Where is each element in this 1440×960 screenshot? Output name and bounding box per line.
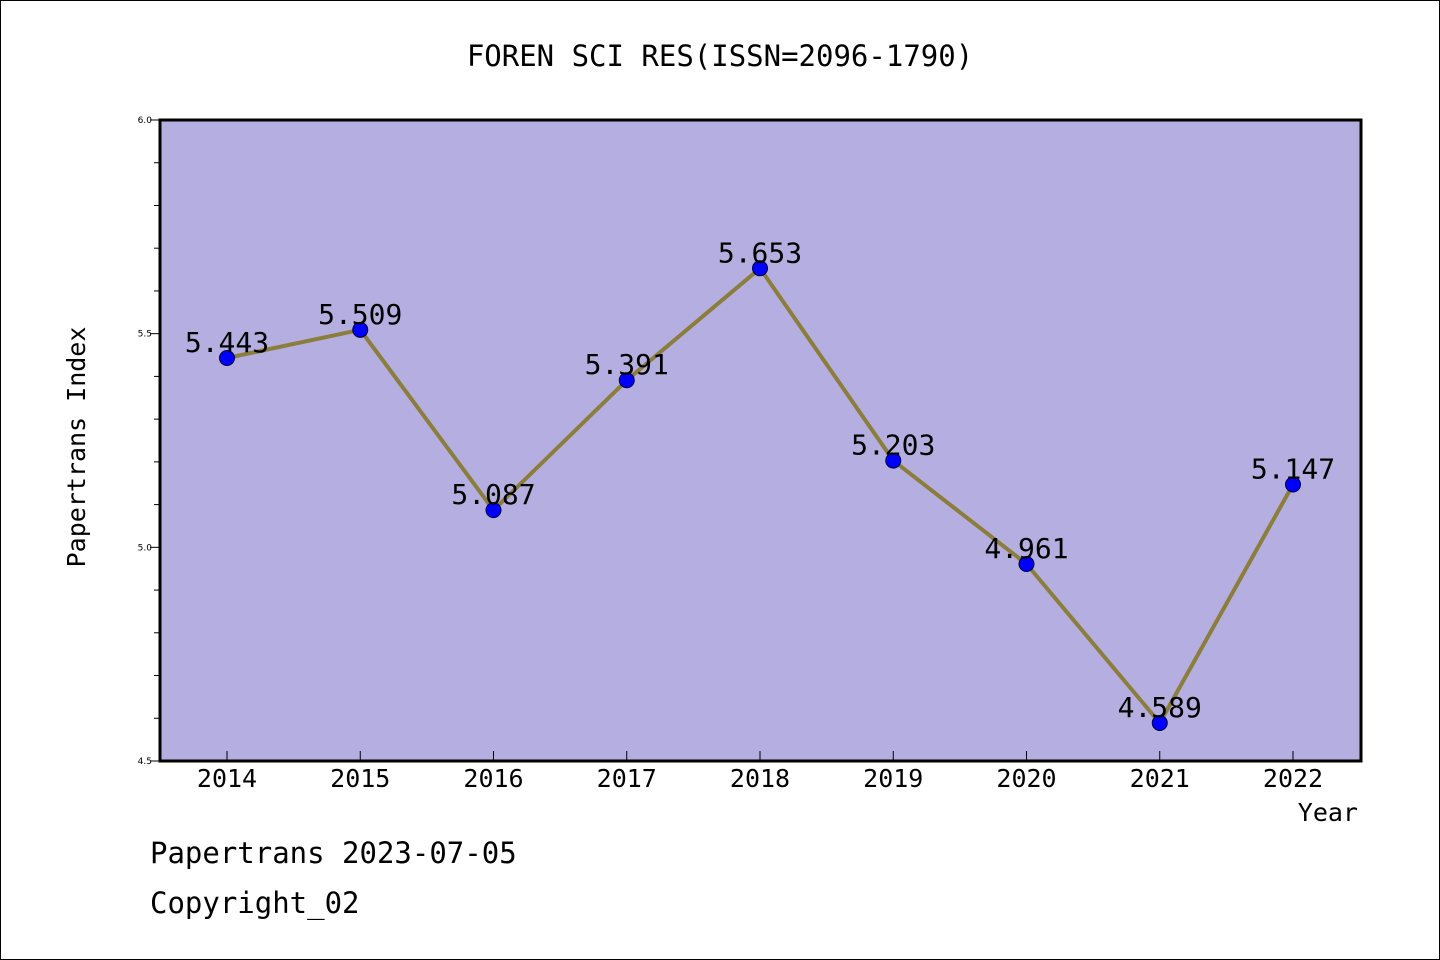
y-tick-label: 5.5 (138, 330, 152, 340)
y-tick-label: 6.0 (138, 116, 153, 126)
markers-group (219, 260, 1301, 731)
x-tick-label: 2017 (597, 764, 657, 793)
x-tick-label: 2021 (1130, 764, 1190, 793)
data-point-marker (885, 452, 902, 469)
plot-border (158, 118, 1363, 763)
x-tick-label: 2020 (996, 764, 1056, 793)
data-point-marker (1151, 714, 1168, 731)
data-point-marker (752, 260, 768, 277)
data-label: 4.589 (1118, 691, 1202, 724)
x-axis: 2014 2015 2016 2017 2018 2019 2020 2021 2022 (197, 751, 1323, 793)
data-label: 5.443 (185, 326, 269, 359)
plot-area (160, 120, 1361, 761)
x-tick-label: 2018 (730, 764, 790, 793)
data-label: 5.653 (718, 236, 802, 269)
chart-title: FOREN SCI RES(ISSN=2096-1790) (467, 39, 973, 73)
data-point-marker (1285, 476, 1301, 493)
y-axis-title: Papertrans Index (62, 327, 91, 568)
y-tick-label: 5.0 (138, 543, 153, 553)
data-point-marker (485, 502, 502, 519)
data-label: 5.203 (851, 429, 935, 462)
data-point-marker (219, 350, 235, 367)
data-point-marker (352, 321, 369, 338)
data-label: 4.961 (984, 532, 1068, 565)
x-axis-title: Year (1298, 798, 1358, 827)
data-label: 5.509 (318, 298, 402, 331)
x-tick-label: 2015 (330, 764, 390, 793)
footer-date-text: Papertrans 2023-07-05 (150, 836, 517, 870)
y-tick-label: 4.5 (138, 757, 152, 767)
data-point-marker (618, 372, 635, 389)
x-tick-label: 2014 (197, 764, 257, 793)
x-tick-label: 2016 (463, 764, 523, 793)
data-point-marker (1018, 555, 1035, 572)
x-tick-label: 2019 (863, 764, 923, 793)
y-axis: 4.5 5.0 5.5 6.0 (138, 116, 160, 767)
footer-copyright-text: Copyright_02 (150, 886, 360, 920)
data-label: 5.391 (585, 348, 669, 381)
data-labels-group: 5.443 5.509 5.087 5.391 5.653 5.203 4.961 4.589… (185, 236, 1335, 724)
x-tick-label: 2022 (1263, 764, 1323, 793)
data-label: 5.087 (451, 478, 535, 511)
data-label: 5.147 (1251, 453, 1335, 486)
